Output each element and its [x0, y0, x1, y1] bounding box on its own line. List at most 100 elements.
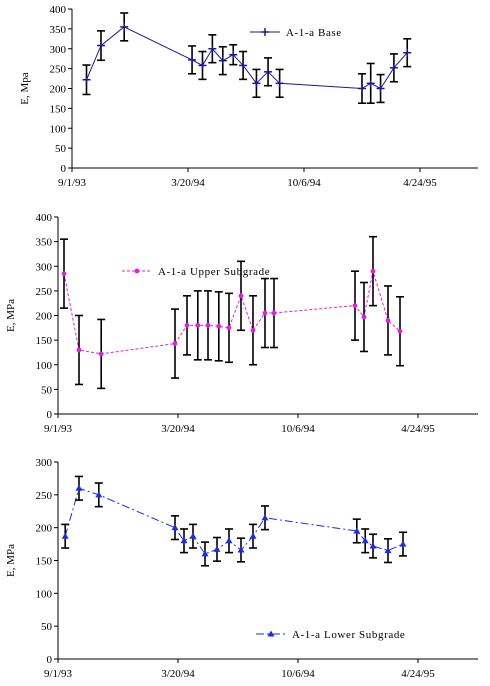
- x-tick-label: 9/1/93: [44, 423, 73, 435]
- x-tick-label: 3/20/94: [161, 668, 195, 680]
- y-tick-label: 300: [36, 457, 53, 469]
- y-tick-label: 300: [50, 44, 67, 56]
- lower-subgrade-chart: 0 50 100 150 200 250 300 9/1/93 3/20/94 10/6/94 4/…: [5, 457, 478, 680]
- data-point: [188, 55, 197, 64]
- data-point: [264, 67, 273, 76]
- data-point: [75, 484, 83, 491]
- x-tick-label: 9/1/93: [58, 177, 87, 189]
- data-point: [389, 63, 398, 72]
- y-tick-label: 0: [61, 163, 67, 175]
- legend-label: A-1-a Lower Subgrade: [292, 629, 405, 641]
- data-point: [229, 50, 238, 59]
- y-tick-label: 100: [36, 360, 53, 372]
- x-tick-label: 3/20/94: [171, 177, 205, 189]
- y-tick-label: 400: [36, 212, 53, 224]
- data-point: [98, 351, 104, 357]
- series-line: [63, 271, 401, 355]
- data-point: [376, 84, 385, 93]
- y-axis-label: E, MPa: [5, 299, 17, 332]
- data-point: [369, 542, 377, 549]
- legend-label: A-1-a Upper Subgrade: [158, 266, 270, 278]
- y-tick-label: 200: [36, 523, 53, 535]
- data-point: [184, 322, 190, 328]
- x-tick-label: 10/6/94: [287, 177, 321, 189]
- y-tick-label: 250: [50, 64, 67, 76]
- base-chart: 0 50 100 150 200 250 300 350 400 9/1/93 3/20/94 10/…: [19, 4, 478, 189]
- data-point: [226, 325, 232, 331]
- data-point: [95, 491, 103, 498]
- upper-subgrade-chart: 0 50 100 150 200 250 300 350 400 9/1/93 3/20/94 10/…: [5, 212, 478, 435]
- x-tick-label: 4/24/95: [403, 177, 437, 189]
- y-tick-label: 400: [50, 4, 67, 16]
- data-point: [180, 537, 188, 544]
- data-point: [353, 527, 361, 534]
- x-tick-label: 3/20/94: [161, 423, 195, 435]
- data-point: [358, 84, 366, 93]
- y-axis-label: E, Mpa: [19, 72, 31, 105]
- data-point: [271, 310, 277, 316]
- data-point: [76, 347, 82, 353]
- y-tick-label: 100: [50, 123, 67, 135]
- legend-marker: [267, 630, 275, 637]
- data-point: [370, 268, 376, 274]
- series-line: [64, 487, 404, 555]
- y-tick-label: 150: [36, 335, 53, 347]
- data-point: [195, 322, 201, 328]
- y-tick-label: 150: [36, 556, 53, 568]
- data-point: [403, 48, 412, 57]
- x-tick-label: 10/6/94: [281, 668, 315, 680]
- data-point: [97, 41, 105, 50]
- data-point: [252, 79, 261, 88]
- legend-marker: [261, 28, 269, 36]
- data-point: [201, 550, 209, 557]
- data-point: [250, 327, 256, 333]
- legend: A-1-a Base: [250, 27, 341, 39]
- x-tick-label: 4/24/95: [401, 423, 435, 435]
- y-tick-label: 50: [55, 143, 67, 155]
- data-point: [189, 532, 197, 539]
- y-tick-label: 200: [36, 311, 53, 323]
- y-tick-label: 150: [50, 103, 67, 115]
- data-point: [82, 75, 91, 84]
- y-tick-label: 0: [47, 654, 53, 666]
- legend: A-1-a Lower Subgrade: [256, 629, 405, 641]
- data-point: [384, 547, 392, 554]
- data-point: [171, 524, 179, 531]
- data-point: [397, 328, 403, 334]
- data-point: [361, 537, 369, 544]
- y-axis-label: E, MPa: [5, 544, 17, 577]
- data-point: [249, 532, 257, 539]
- y-tick-label: 200: [50, 84, 67, 96]
- data-point: [261, 514, 269, 521]
- data-point: [225, 537, 233, 544]
- x-tick-label: 4/24/95: [401, 668, 435, 680]
- y-tick-label: 250: [36, 286, 53, 298]
- y-tick-label: 250: [36, 490, 53, 502]
- data-point: [208, 44, 217, 53]
- data-point: [172, 341, 178, 346]
- data-point: [205, 322, 211, 328]
- data-point: [61, 532, 69, 539]
- data-point: [61, 271, 67, 277]
- x-tick-label: 10/6/94: [281, 423, 315, 435]
- legend: A-1-a Upper Subgrade: [122, 266, 270, 278]
- data-point: [237, 546, 245, 553]
- legend-marker: [134, 268, 140, 274]
- y-tick-label: 50: [41, 384, 53, 396]
- y-tick-label: 350: [36, 237, 53, 249]
- y-tick-label: 50: [41, 621, 53, 633]
- data-point: [385, 318, 391, 323]
- y-tick-label: 350: [50, 24, 67, 36]
- data-point: [262, 310, 268, 316]
- data-point: [120, 22, 129, 31]
- y-tick-label: 0: [47, 409, 53, 421]
- data-point: [275, 79, 284, 88]
- x-tick-label: 9/1/93: [44, 668, 73, 680]
- y-tick-label: 100: [36, 588, 53, 600]
- data-point: [366, 79, 375, 88]
- data-point: [213, 545, 221, 552]
- y-tick-label: 300: [36, 261, 53, 273]
- data-point: [399, 540, 407, 547]
- data-point: [218, 56, 227, 65]
- data-point: [238, 293, 244, 299]
